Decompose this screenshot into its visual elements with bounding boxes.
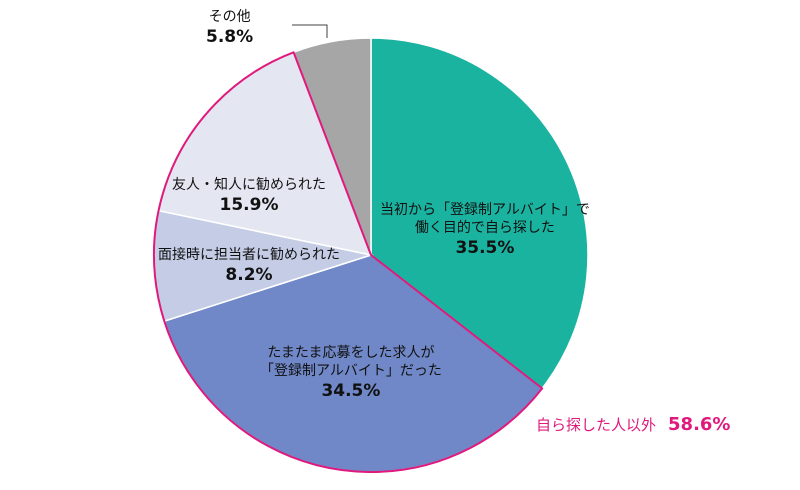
slice-name: その他 — [208, 9, 251, 25]
slice-name: 働く目的で自ら探した — [414, 220, 555, 236]
slice-name: 友人・知人に勧められた — [172, 177, 326, 193]
slice-label-self-search: 当初から「登録制アルバイト」で 働く目的で自ら探した 35.5% — [380, 201, 590, 259]
slice-label-interviewer: 面接時に担当者に勧められた 8.2% — [158, 246, 340, 286]
group-highlight-callout: 自ら探した人以外 58.6% — [536, 414, 730, 435]
slice-value: 34.5% — [321, 381, 381, 401]
group-highlight-label: 自ら探した人以外 — [536, 416, 657, 434]
leader-line-other — [292, 24, 328, 38]
slice-label-friends: 友人・知人に勧められた 15.9% — [172, 176, 326, 216]
slice-value: 35.5% — [455, 238, 515, 258]
slice-label-other: その他 5.8% — [206, 8, 253, 48]
slice-name: 「登録制アルバイト」だった — [260, 363, 442, 379]
slice-label-by-chance: たまたま応募をした求人が 「登録制アルバイト」だった 34.5% — [260, 344, 442, 402]
slice-name: たまたま応募をした求人が — [267, 345, 435, 361]
slice-self-search — [370, 37, 589, 390]
group-highlight-value: 58.6% — [668, 414, 731, 435]
slice-value: 8.2% — [225, 265, 273, 285]
slice-value: 5.8% — [206, 27, 254, 47]
slice-value: 15.9% — [219, 195, 279, 215]
slice-name: 当初から「登録制アルバイト」で — [380, 202, 590, 218]
slice-name: 面接時に担当者に勧められた — [158, 247, 340, 263]
group-highlight-outline — [153, 51, 544, 473]
